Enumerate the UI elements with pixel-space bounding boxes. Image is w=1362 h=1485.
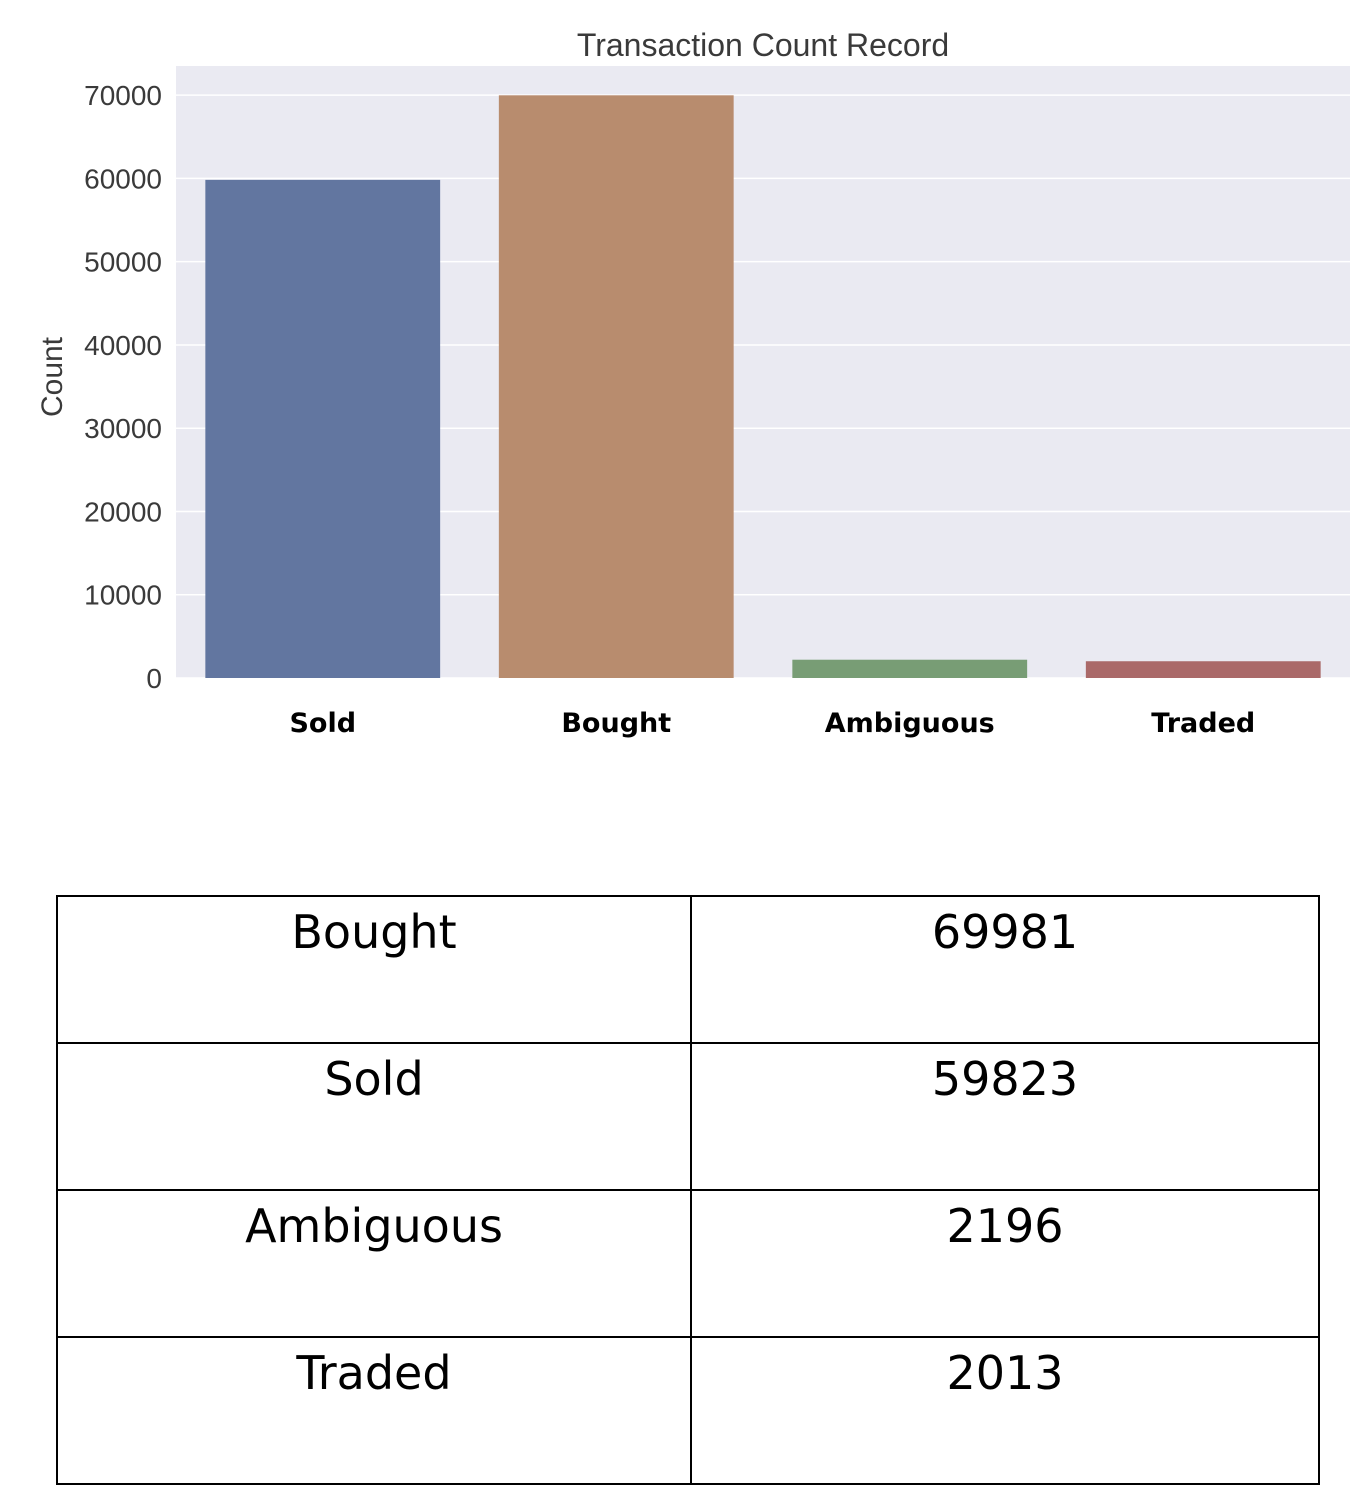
x-tick-label: Traded (1151, 708, 1255, 739)
y-tick-label: 30000 (84, 413, 162, 444)
table-cell-value: 59823 (690, 1042, 1320, 1191)
table-body: Bought 69981 Sold 59823 Ambiguous 2196 Traded 2… (56, 895, 1320, 1485)
table-cell-label: Sold (56, 1042, 692, 1191)
table-cell-value: 2196 (690, 1189, 1320, 1338)
y-tick-label: 0 (146, 663, 162, 694)
y-tick-label: 50000 (84, 247, 162, 278)
table-cell-label: Ambiguous (56, 1189, 692, 1338)
y-tick-label: 60000 (84, 163, 162, 194)
x-tick-label: Sold (289, 708, 356, 739)
table-row: Ambiguous 2196 (56, 1189, 1320, 1338)
y-axis-ticks: 0 10000 20000 30000 40000 50000 60000 70000 (84, 80, 162, 694)
transaction-count-table: Bought 69981 Sold 59823 Ambiguous 2196 Traded 2… (56, 895, 1320, 1485)
table-cell-value: 2013 (690, 1336, 1320, 1485)
table-row: Sold 59823 (56, 1042, 1320, 1191)
table-row: Bought 69981 (56, 895, 1320, 1044)
table-cell-value: 69981 (690, 895, 1320, 1044)
x-tick-label: Bought (561, 708, 671, 739)
bar-sold (205, 179, 441, 678)
y-tick-label: 10000 (84, 580, 162, 611)
table-cell-label: Traded (56, 1336, 692, 1485)
bar-traded (1085, 661, 1321, 678)
bars (205, 95, 1321, 678)
x-tick-label: Ambiguous (825, 708, 995, 739)
x-axis-ticks: Sold Bought Ambiguous Traded (289, 708, 1255, 739)
bar-ambiguous (792, 659, 1028, 678)
y-tick-label: 20000 (84, 496, 162, 527)
chart-title: Transaction Count Record (577, 27, 949, 63)
table-cell-label: Bought (56, 895, 692, 1044)
bar-chart: Transaction Count Record 0 10000 20000 3000… (36, 27, 1350, 739)
y-tick-label: 70000 (84, 80, 162, 111)
y-axis-label: Count (36, 336, 69, 417)
table-row: Traded 2013 (56, 1336, 1320, 1485)
y-tick-label: 40000 (84, 330, 162, 361)
bar-bought (498, 95, 734, 678)
